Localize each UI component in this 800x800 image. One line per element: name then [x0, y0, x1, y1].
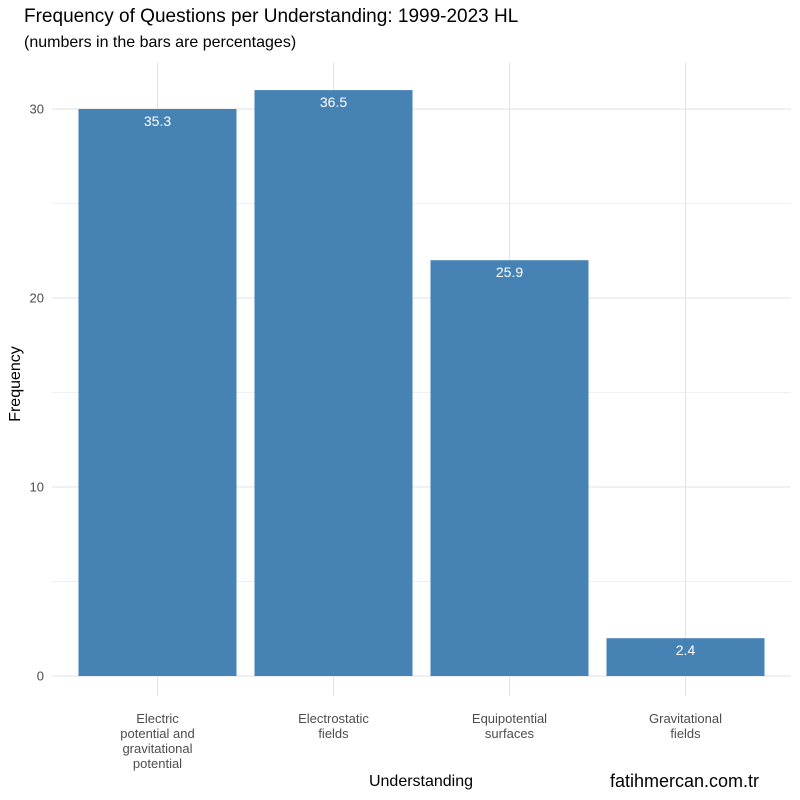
x-tick-label: Equipotential surfaces	[472, 711, 547, 741]
x-tick-label-line: fields	[318, 726, 349, 741]
bar-value-label: 2.4	[676, 642, 696, 658]
x-tick-label-line: gravitational	[122, 741, 192, 756]
x-tick-label: Electrostatic fields	[298, 711, 369, 741]
bar-value-label: 25.9	[496, 264, 523, 280]
bar-value-label: 35.3	[144, 113, 171, 129]
x-tick-label-line: surfaces	[485, 726, 535, 741]
watermark: fatihmercan.com.tr	[610, 771, 760, 791]
bar	[78, 109, 237, 676]
bar-value-label: 36.5	[320, 94, 347, 110]
chart-title: Frequency of Questions per Understanding…	[24, 6, 519, 27]
chart-subtitle: (numbers in the bars are percentages)	[24, 34, 297, 51]
y-tick-label: 10	[30, 480, 44, 495]
y-tick-label: 20	[30, 291, 44, 306]
y-tick-label: 0	[37, 669, 44, 684]
x-tick-label-line: Electric	[136, 711, 179, 726]
x-tick-label: Gravitational fields	[649, 711, 722, 741]
x-axis-label: Understanding	[368, 773, 474, 790]
x-tick-label-line: Equipotential	[472, 711, 547, 726]
x-tick-label-line: fields	[670, 726, 701, 741]
x-tick-label-line: Gravitational	[649, 711, 722, 726]
x-tick-label-line: potential	[133, 756, 182, 771]
bar	[606, 638, 765, 676]
x-tick-label-line: potential and	[120, 726, 194, 741]
bar	[254, 90, 413, 677]
y-tick-label: 30	[30, 102, 44, 117]
bar	[430, 260, 589, 676]
x-tick-label-line: Electrostatic	[298, 711, 369, 726]
x-tick-label: Electric potential and gravitational potent…	[120, 711, 194, 771]
